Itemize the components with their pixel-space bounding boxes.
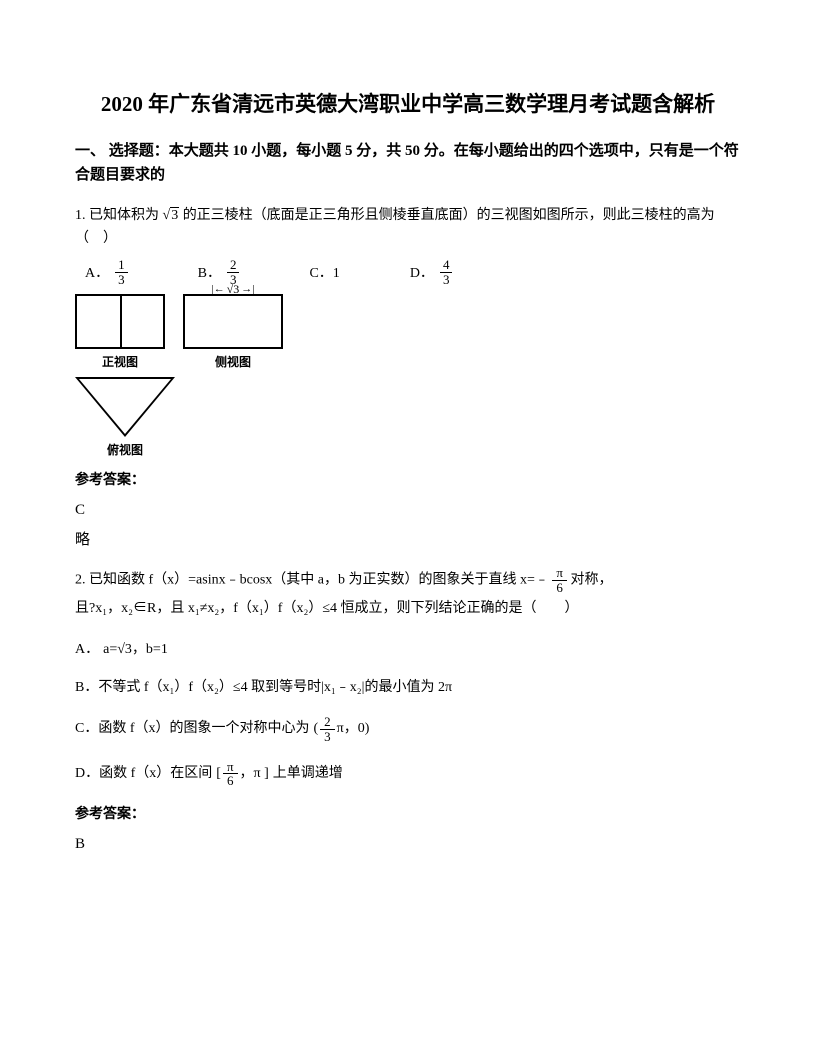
numerator: π xyxy=(223,760,238,775)
fraction: π 6 xyxy=(223,760,238,788)
q1-options: A． 1 3 B． 2 3 C．1 D． 4 3 xyxy=(85,260,741,288)
q2-option-d: D．函数 f（x）在区间 [ π 6 ，π ] 上单调递增 xyxy=(75,760,741,788)
section-header: 一、 选择题：本大题共 10 小题，每小题 5 分，共 50 分。在每小题给出的… xyxy=(75,139,741,187)
bracket-open: [ xyxy=(216,763,221,785)
top-view-shape xyxy=(75,377,175,437)
three-views-diagram: 正视图 |← √3 →| 侧视图 xyxy=(75,294,741,372)
numerator: 2 xyxy=(227,258,240,273)
numerator: 1 xyxy=(115,258,128,273)
denominator: 3 xyxy=(440,273,453,287)
tuple-rest: π，0) xyxy=(337,718,370,740)
paren-open: ( xyxy=(314,718,319,740)
q2-option-b: B．不等式 f（x₁）f（x₂）≤4 取到等号时|x₁﹣x₂|的最小值为 2π xyxy=(75,677,741,699)
numerator: 4 xyxy=(440,258,453,273)
opt-label: A． xyxy=(85,263,109,285)
front-view-caption: 正视图 xyxy=(75,353,165,372)
interval-rest: ，π ] xyxy=(240,763,269,785)
q1-option-a: A． 1 3 xyxy=(85,260,128,288)
numerator: 2 xyxy=(320,715,335,730)
front-view-block: 正视图 xyxy=(75,294,165,372)
side-view-block: |← √3 →| 侧视图 xyxy=(183,294,283,372)
q2-option-c: C．函数 f（x）的图象一个对称中心为 ( 2 3 π，0) xyxy=(75,715,741,743)
fraction: 2 3 xyxy=(320,715,335,743)
q2-text-b: 对称， xyxy=(570,573,612,588)
q1-answer-label: 参考答案： xyxy=(75,470,741,492)
fraction: 1 3 xyxy=(115,258,128,286)
top-view-block: 俯视图 xyxy=(75,377,175,460)
opt-label: A． xyxy=(75,639,99,661)
q2-answer: B xyxy=(75,832,741,856)
opt-label: D． xyxy=(410,263,434,285)
opt-text: C．函数 f（x）的图象一个对称中心为 xyxy=(75,718,310,740)
opt-text-tail: 上单调递增 xyxy=(273,763,343,785)
top-view-caption: 俯视图 xyxy=(75,441,175,460)
denominator: 3 xyxy=(320,730,335,744)
fraction: π 6 xyxy=(552,566,567,594)
opt-text: a=√3，b=1 xyxy=(103,639,168,661)
q1-stem-a: 1. 已知体积为 xyxy=(75,208,159,223)
q1-answer: C xyxy=(75,498,741,522)
interval: [ π 6 ，π ] xyxy=(216,760,268,788)
side-view-caption: 侧视图 xyxy=(183,353,283,372)
denominator: 6 xyxy=(223,774,238,788)
tuple: ( 2 3 π，0) xyxy=(314,715,370,743)
side-view-shape: |← √3 →| xyxy=(183,294,283,349)
q1-brief: 略 xyxy=(75,528,741,552)
q2-text-a: 2. 已知函数 f（x）=asinx﹣bcosx（其中 a，b 为正实数）的图象… xyxy=(75,573,549,588)
q1-stem: 1. 已知体积为 √3 的正三棱柱（底面是正三角形且侧棱垂直底面）的三视图如图所… xyxy=(75,205,741,250)
length-value: √3 xyxy=(227,280,240,299)
side-length-label: |← √3 →| xyxy=(185,280,281,299)
q2-option-a: A． a=√3，b=1 xyxy=(75,639,741,661)
front-view-shape xyxy=(75,294,165,349)
sqrt-icon: √3 xyxy=(163,205,180,227)
opt-text: D．函数 f（x）在区间 xyxy=(75,763,212,785)
numerator: π xyxy=(552,566,567,581)
q2-line1: 2. 已知函数 f（x）=asinx﹣bcosx（其中 a，b 为正实数）的图象… xyxy=(75,566,741,594)
q1-option-c: C．1 xyxy=(309,263,339,285)
q2-line2: 且?x₁，x₂∈R，且 x₁≠x₂，f（x₁）f（x₂）≤4 恒成立，则下列结论… xyxy=(75,595,741,623)
fraction: 4 3 xyxy=(440,258,453,286)
q2-answer-label: 参考答案： xyxy=(75,804,741,826)
page-title: 2020 年广东省清远市英德大湾职业中学高三数学理月考试题含解析 xyxy=(75,90,741,119)
denominator: 6 xyxy=(552,581,567,595)
denominator: 3 xyxy=(115,273,128,287)
q1-option-d: D． 4 3 xyxy=(410,260,453,288)
